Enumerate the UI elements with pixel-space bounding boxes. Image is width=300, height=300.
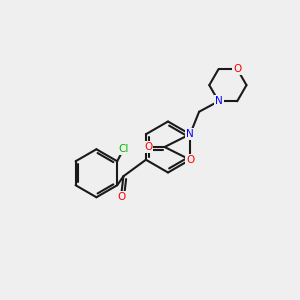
Text: N: N xyxy=(215,96,223,106)
Text: N: N xyxy=(186,129,194,139)
Text: O: O xyxy=(117,192,125,202)
Text: O: O xyxy=(144,142,152,152)
Text: O: O xyxy=(186,155,194,165)
Text: O: O xyxy=(233,64,241,74)
Text: Cl: Cl xyxy=(118,144,129,154)
